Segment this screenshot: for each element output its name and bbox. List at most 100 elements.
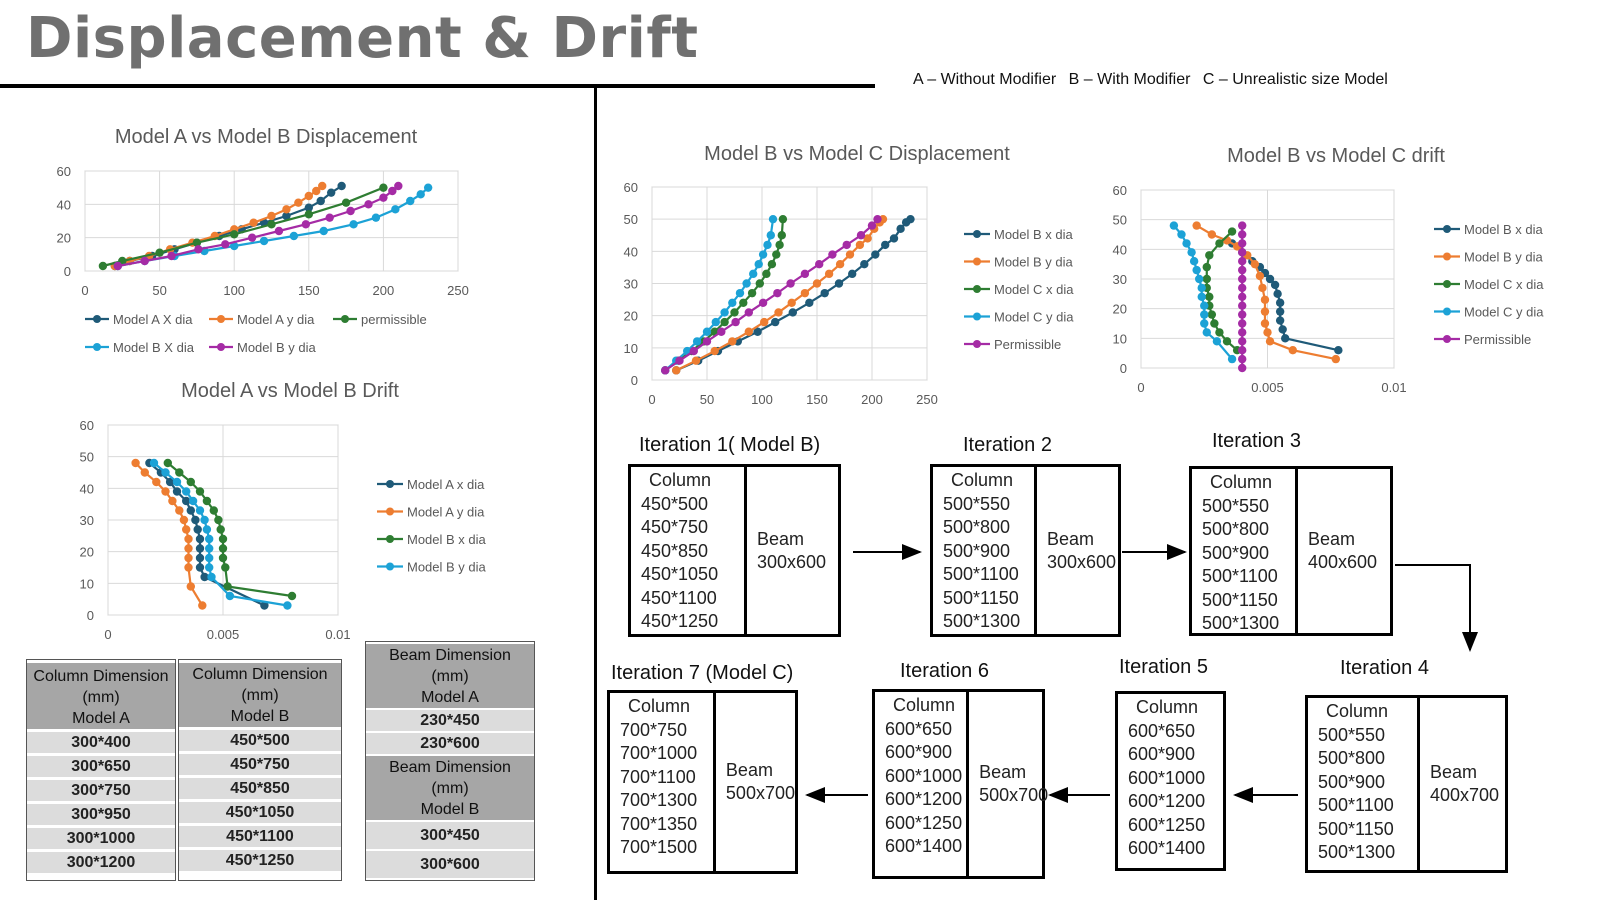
data-point <box>194 245 203 254</box>
beam-label: Beam <box>1047 528 1095 549</box>
model-legend: A – Without Modifier B – With Modifier C… <box>913 71 1396 89</box>
legend-label: Model B x dia <box>1464 222 1544 237</box>
column-size: 600*900 <box>1128 744 1196 764</box>
data-point <box>216 525 225 534</box>
data-point <box>274 226 284 236</box>
iteration-box: Column 600*650 600*900 600*1000 600*1200 600*… <box>872 689 1048 879</box>
data-point <box>871 250 880 259</box>
data-point <box>758 298 768 307</box>
y-tick-label: 60 <box>80 418 94 433</box>
table-header: Column Dimension (mm) Model A <box>27 663 175 729</box>
data-point <box>423 183 433 192</box>
y-tick-label: 20 <box>624 309 638 324</box>
legend-label: permissible <box>361 312 427 327</box>
data-point <box>747 288 757 298</box>
arrow-3-to-4 <box>1395 564 1478 652</box>
data-point <box>787 298 796 307</box>
data-point <box>1238 292 1247 301</box>
table-cell: 230*450 <box>366 710 534 731</box>
column-size: 500*1300 <box>943 611 1021 631</box>
table-cell: 450*850 <box>179 778 341 799</box>
data-point <box>195 544 205 553</box>
data-point <box>319 226 328 236</box>
data-point <box>225 591 235 601</box>
table-cell: 230*600 <box>366 733 534 754</box>
x-tick-label: 0 <box>104 627 111 642</box>
beam-size: Beam 300x600 <box>747 467 826 634</box>
iteration-box: Column 500*550 500*800 500*900 500*1100 500*1… <box>1189 466 1393 636</box>
data-point <box>771 317 780 327</box>
data-point <box>287 591 297 601</box>
data-point <box>259 236 269 246</box>
legend-marker <box>1443 335 1451 343</box>
legend-marker <box>1443 280 1451 288</box>
data-point <box>195 487 205 496</box>
y-tick-label: 20 <box>57 231 71 246</box>
iteration-title: Iteration 1( Model B) <box>639 434 821 456</box>
data-point <box>195 553 205 563</box>
column-size: 500*1150 <box>1202 589 1278 610</box>
data-point <box>720 317 729 327</box>
data-point <box>140 468 149 477</box>
column-size: 600*650 <box>885 718 953 739</box>
data-point <box>1227 354 1237 364</box>
legend-marker <box>386 480 394 488</box>
data-point <box>773 288 782 298</box>
y-tick-label: 50 <box>1113 213 1127 228</box>
legend-label: Model A X dia <box>113 312 193 327</box>
iteration-box: Column 500*550 500*800 500*900 500*1100 500*1… <box>1305 695 1508 873</box>
data-point <box>753 327 762 336</box>
data-point <box>1215 328 1224 337</box>
x-tick-label: 0.01 <box>1381 380 1406 395</box>
data-point <box>184 544 193 553</box>
data-point <box>98 261 108 271</box>
chart-ab-displacement: Model A vs Model B Displacement 0 50 100 150… <box>57 126 469 355</box>
data-point <box>881 240 890 250</box>
data-point <box>1238 274 1247 284</box>
y-tick-label: 10 <box>624 341 638 356</box>
data-point <box>337 181 346 191</box>
data-point <box>168 496 177 506</box>
table-cell: 450*1100 <box>179 826 341 847</box>
data-point <box>805 298 814 307</box>
legend-marker <box>1443 225 1451 233</box>
column-size: 450*850 <box>641 540 709 561</box>
beam-size: Beam 400x600 <box>1298 469 1377 633</box>
data-point <box>1273 289 1282 299</box>
data-point <box>1227 227 1237 236</box>
y-tick-label: 0 <box>64 264 71 279</box>
data-point <box>218 553 228 563</box>
data-point <box>735 288 745 298</box>
data-point <box>1258 283 1267 293</box>
data-point <box>1238 301 1247 310</box>
data-point <box>689 346 698 356</box>
page-title: Displacement & Drift <box>26 6 699 71</box>
data-point <box>1169 221 1179 230</box>
column-sizes: Column 700*750 700*1000 700*1100 700*1300 700… <box>610 693 716 871</box>
y-tick-label: 60 <box>57 164 71 179</box>
table-cell: 300*450 <box>366 822 534 849</box>
data-point <box>207 572 216 582</box>
data-point <box>388 186 397 196</box>
y-tick-label: 30 <box>624 277 638 292</box>
beam-label: Beam <box>979 762 1027 782</box>
table-cell: 450*750 <box>179 754 341 775</box>
legend-label: Model B X dia <box>113 340 195 355</box>
legend-marker <box>973 340 981 348</box>
data-point <box>1197 292 1206 301</box>
beam-value: 400x600 <box>1308 552 1378 572</box>
legend-label: Model C y dia <box>1464 305 1544 320</box>
column-size: 600*1000 <box>1128 767 1206 788</box>
data-point <box>1265 274 1275 284</box>
legend-model-b: B – With Modifier <box>1068 71 1191 88</box>
data-point <box>1187 248 1196 257</box>
data-point <box>301 220 311 229</box>
data-point <box>1265 337 1275 346</box>
data-point <box>856 231 866 240</box>
data-point <box>1334 346 1343 355</box>
data-point <box>200 515 209 525</box>
x-tick-label: 100 <box>223 283 245 298</box>
data-point <box>200 572 209 582</box>
column-size: 450*750 <box>641 517 709 537</box>
